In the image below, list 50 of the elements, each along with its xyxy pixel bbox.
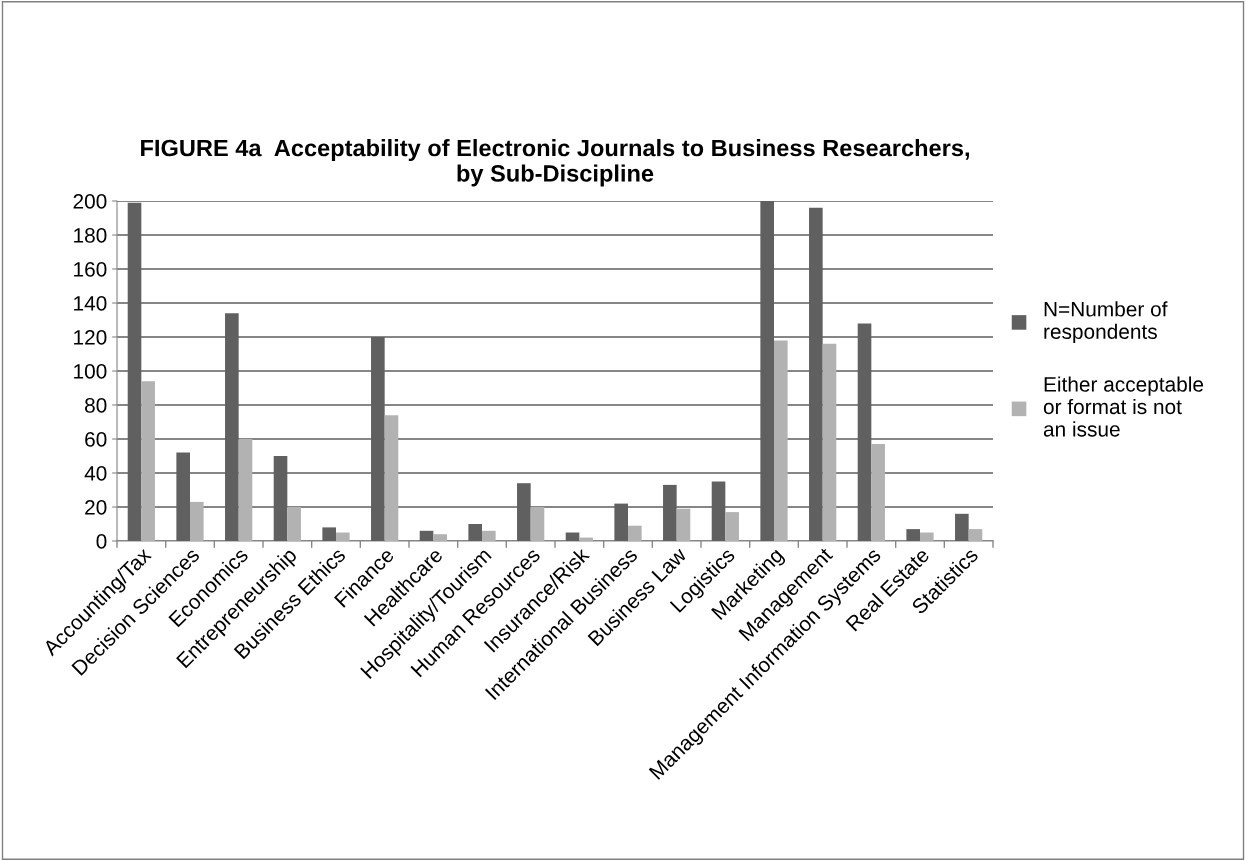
- y-tick-label: 120: [74, 330, 107, 345]
- bar: [579, 537, 593, 541]
- y-tick-label: 100: [74, 364, 107, 379]
- bar: [774, 340, 788, 541]
- bar: [336, 532, 350, 541]
- bar: [822, 343, 837, 541]
- bar: [371, 337, 385, 541]
- legend-label: Either acceptable or format is not an issue: [1043, 376, 1204, 437]
- bar: [190, 501, 204, 541]
- bar: [760, 201, 774, 541]
- bar: [517, 483, 531, 541]
- bar: [273, 456, 288, 541]
- bar: [614, 503, 628, 541]
- bar: [141, 381, 155, 541]
- bar: [225, 313, 239, 541]
- bar: [322, 527, 336, 541]
- bar: [809, 207, 823, 541]
- y-tick-label: 60: [85, 432, 107, 447]
- bar: [565, 532, 580, 541]
- y-tick-label: 0: [96, 534, 107, 549]
- y-tick-label: 160: [74, 262, 107, 277]
- bar: [968, 529, 983, 541]
- y-tick-label: 180: [74, 228, 107, 243]
- bar: [384, 415, 399, 541]
- bar: [127, 202, 142, 541]
- bar: [176, 452, 190, 541]
- y-tick-label: 140: [74, 296, 107, 311]
- bar: [628, 525, 642, 541]
- bar: [955, 513, 969, 541]
- bar: [433, 534, 447, 541]
- bar: [857, 323, 872, 541]
- legend-label: N=Number of respondents: [1044, 301, 1168, 344]
- y-tick-label: 40: [84, 466, 107, 481]
- bar: [468, 524, 482, 541]
- bar: [530, 507, 545, 541]
- bar: [238, 439, 253, 541]
- y-tick-label: 200: [73, 194, 107, 209]
- bar: [482, 530, 496, 541]
- y-tick-label: 80: [85, 398, 107, 413]
- bar: [287, 507, 301, 541]
- bar: [906, 529, 920, 541]
- bar: [871, 444, 885, 541]
- chart-title: FIGURE 4a Acceptability of Electronic Journals to Business Researchers, by Sub-Discipline: [141, 139, 969, 187]
- bar: [920, 532, 934, 541]
- bar: [711, 481, 726, 541]
- bar: [676, 508, 691, 541]
- bar: [725, 512, 739, 541]
- y-tick-label: 20: [85, 500, 107, 515]
- bar: [419, 530, 434, 541]
- bar: [663, 484, 677, 541]
